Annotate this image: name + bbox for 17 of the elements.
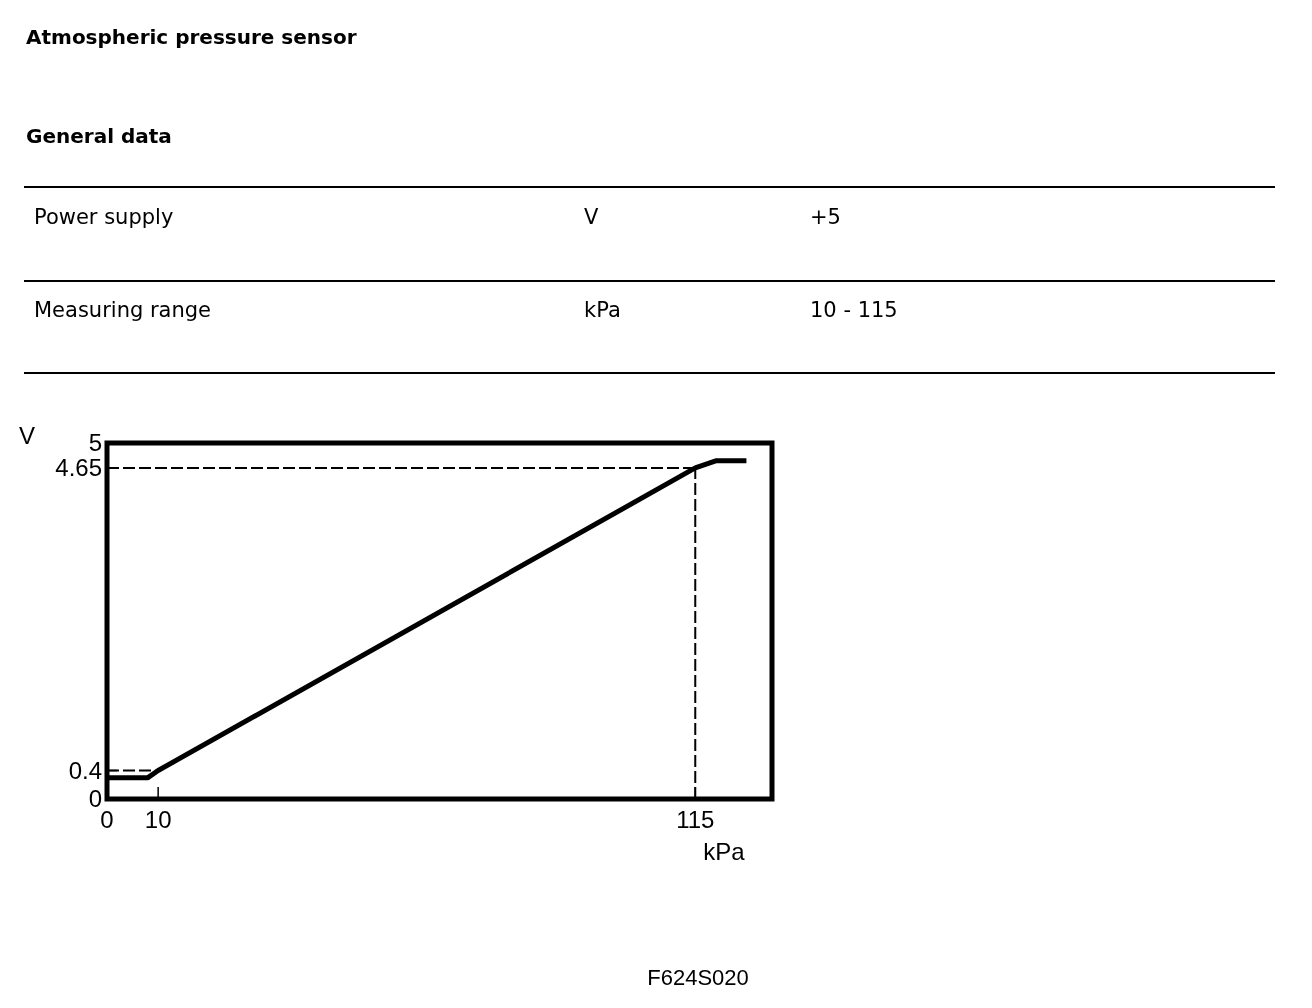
x-tick-label: 115	[676, 806, 715, 833]
text: V	[584, 205, 599, 229]
chart-subtitle: General data	[26, 124, 172, 148]
y-tick-label: 0	[88, 785, 102, 812]
y-tick-label: 4.65	[55, 453, 102, 481]
text: Measuring range	[34, 298, 212, 322]
text: +5	[810, 205, 841, 229]
y-axis-title: V	[18, 422, 36, 449]
text: 10 - 115	[810, 298, 898, 322]
text: Power supply	[34, 205, 174, 229]
text: kPa	[584, 298, 621, 322]
y-tick-label: 5	[88, 429, 102, 456]
y-tick-label: 0.4	[68, 756, 102, 784]
x-tick-label: 10	[144, 806, 172, 833]
chart-title: Atmospheric pressure sensor	[26, 25, 357, 49]
x-axis-title: kPa	[703, 838, 746, 865]
text: F624S020	[647, 965, 749, 990]
